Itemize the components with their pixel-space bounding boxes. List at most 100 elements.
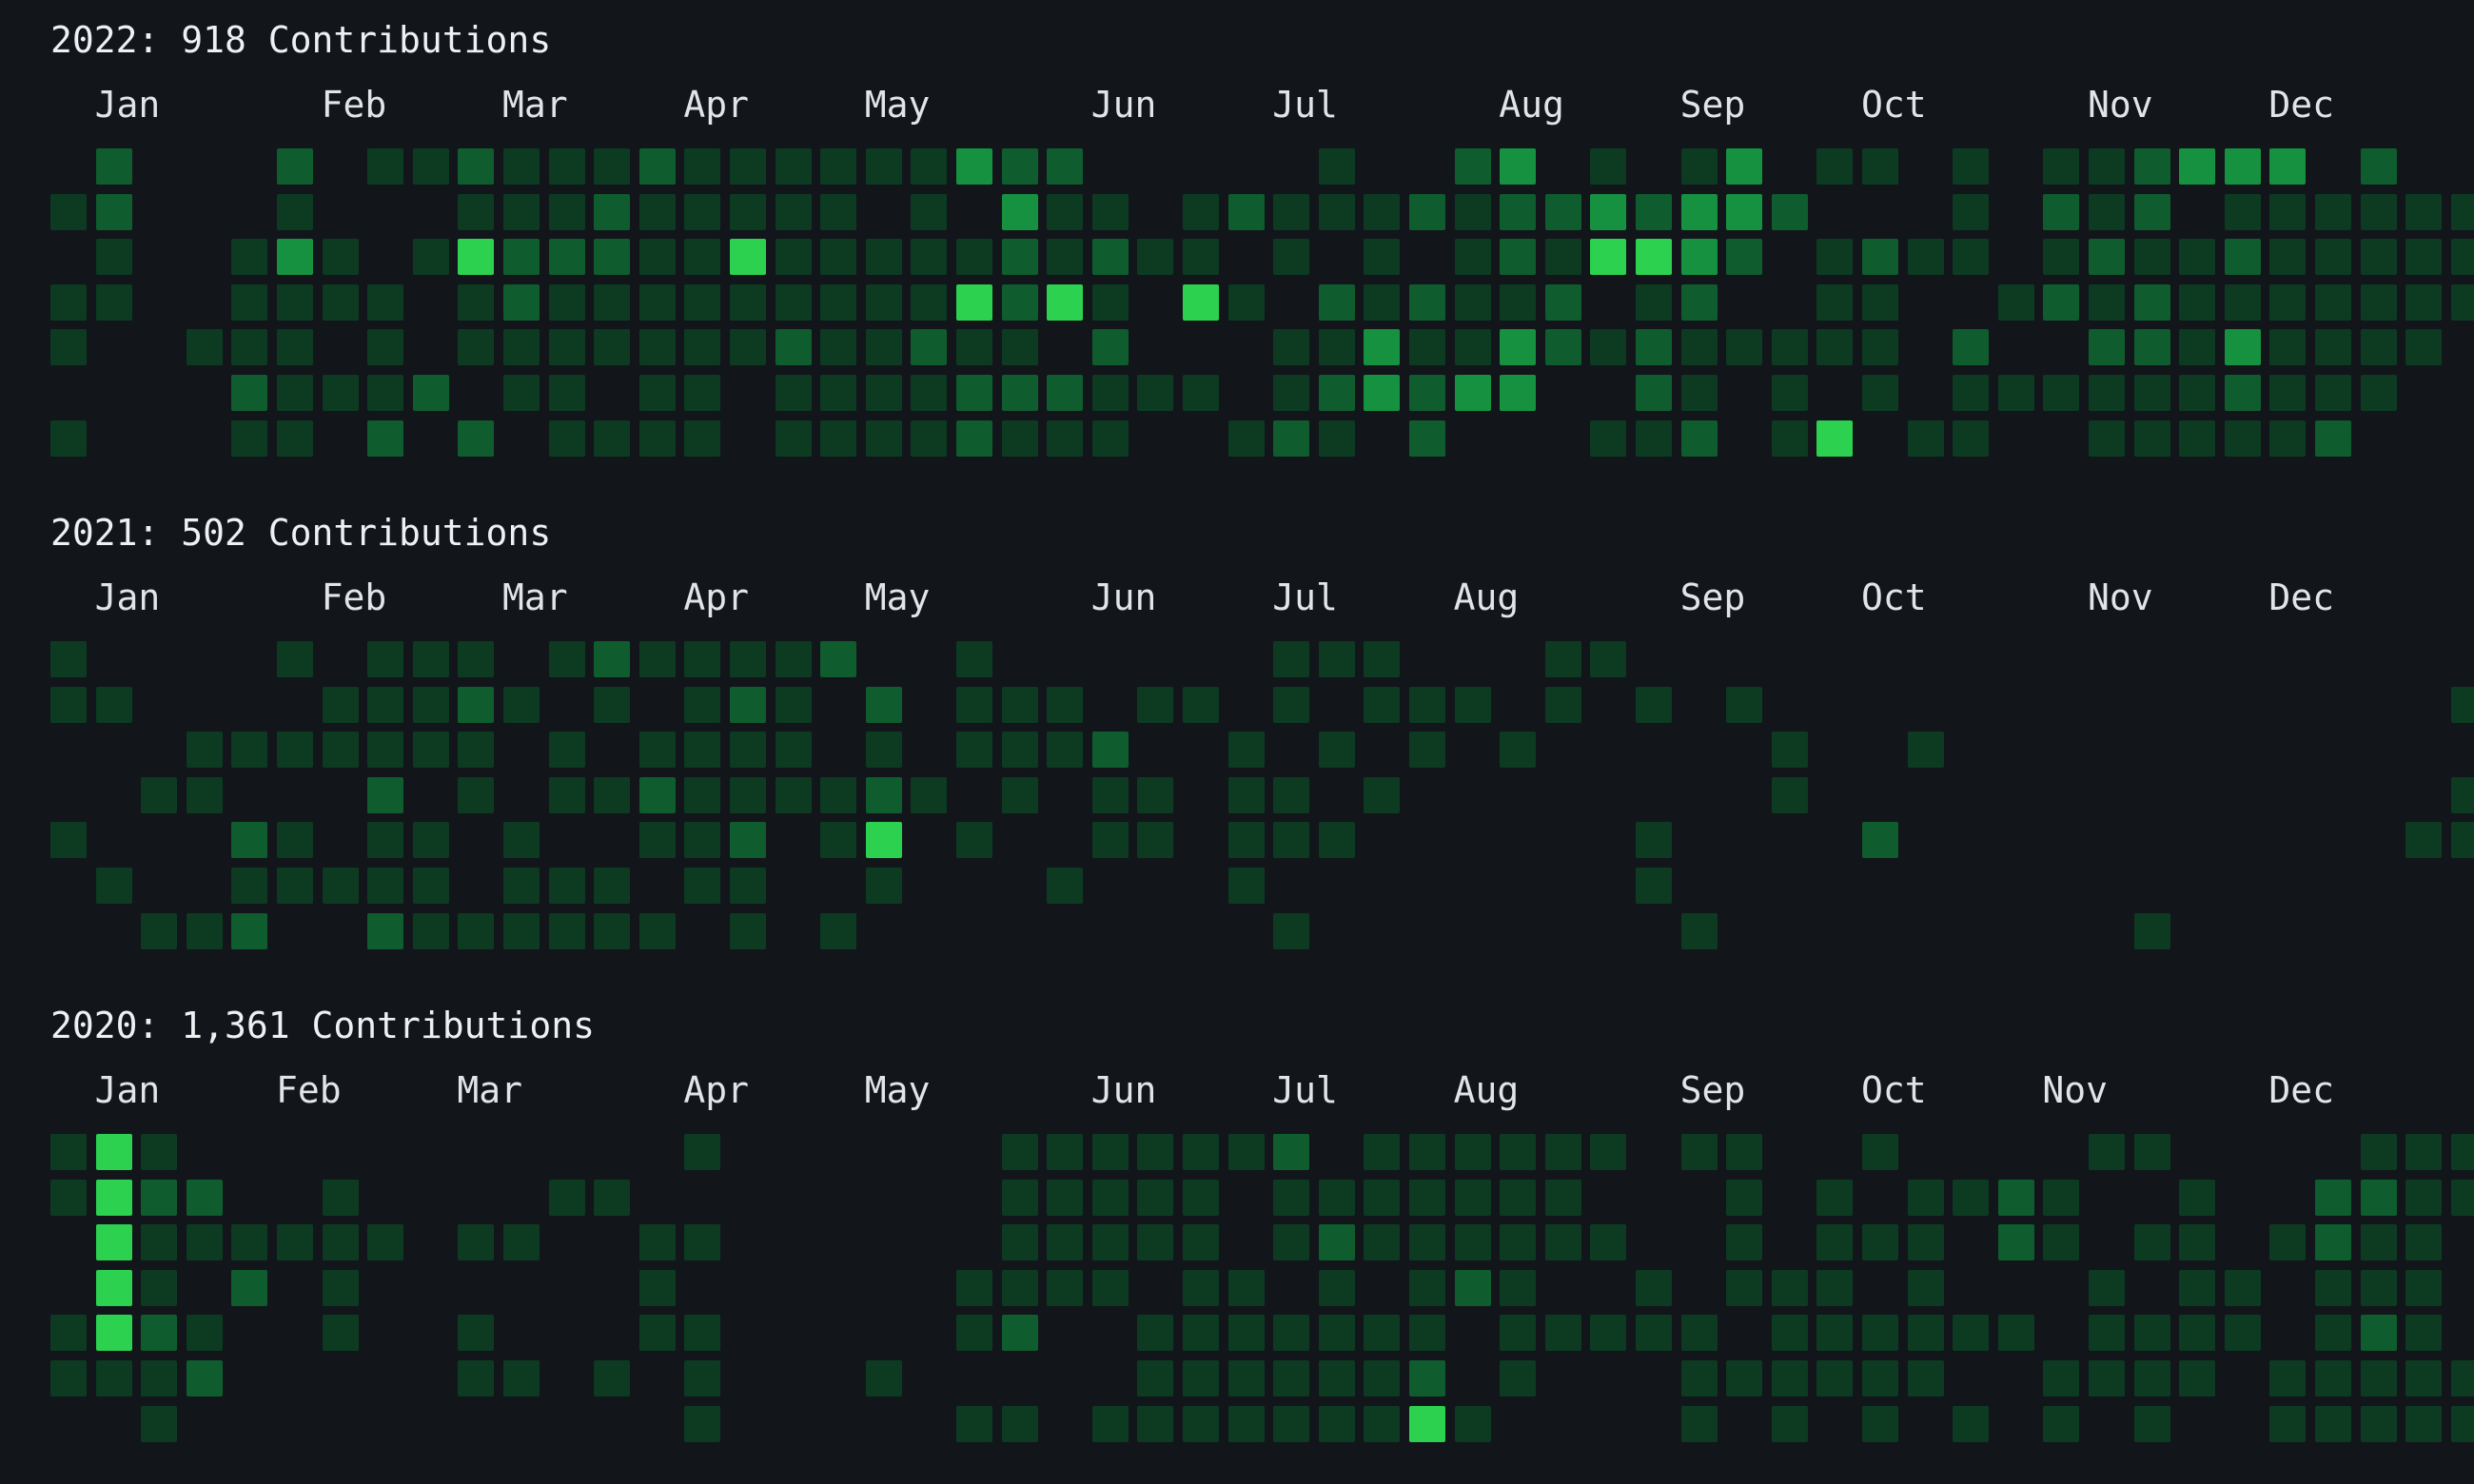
contribution-cell[interactable] xyxy=(367,868,403,904)
contribution-cell[interactable] xyxy=(639,1315,676,1351)
contribution-cell[interactable] xyxy=(1047,239,1083,275)
contribution-cell[interactable] xyxy=(1500,375,1536,411)
contribution-cell[interactable] xyxy=(1726,687,1762,723)
contribution-cell[interactable] xyxy=(1590,194,1626,230)
contribution-cell[interactable] xyxy=(1726,1134,1762,1170)
contribution-cell[interactable] xyxy=(1319,1270,1355,1306)
contribution-cell[interactable] xyxy=(1092,1180,1129,1216)
contribution-cell[interactable] xyxy=(413,148,449,185)
contribution-cell[interactable] xyxy=(2405,194,2442,230)
contribution-cell[interactable] xyxy=(776,284,812,321)
contribution-cell[interactable] xyxy=(231,913,267,949)
contribution-cell[interactable] xyxy=(956,375,992,411)
contribution-cell[interactable] xyxy=(141,1406,177,1442)
contribution-cell[interactable] xyxy=(1636,1270,1672,1306)
contribution-cell[interactable] xyxy=(2134,1315,2170,1351)
contribution-cell[interactable] xyxy=(458,284,494,321)
contribution-cell[interactable] xyxy=(2225,1315,2261,1351)
contribution-cell[interactable] xyxy=(549,194,585,230)
contribution-cell[interactable] xyxy=(458,913,494,949)
contribution-cell[interactable] xyxy=(2315,284,2351,321)
contribution-cell[interactable] xyxy=(1364,1134,1400,1170)
contribution-cell[interactable] xyxy=(1953,375,1989,411)
contribution-cell[interactable] xyxy=(323,1270,359,1306)
contribution-cell[interactable] xyxy=(50,822,87,858)
contribution-cell[interactable] xyxy=(594,777,630,813)
contribution-cell[interactable] xyxy=(1590,420,1626,457)
contribution-cell[interactable] xyxy=(2405,239,2442,275)
contribution-cell[interactable] xyxy=(1137,687,1173,723)
contribution-cell[interactable] xyxy=(96,1180,132,1216)
contribution-cell[interactable] xyxy=(1228,868,1265,904)
contribution-cell[interactable] xyxy=(639,148,676,185)
contribution-cell[interactable] xyxy=(231,284,267,321)
contribution-cell[interactable] xyxy=(2361,148,2397,185)
contribution-cell[interactable] xyxy=(2315,1180,2351,1216)
contribution-cell[interactable] xyxy=(1455,375,1491,411)
contribution-cell[interactable] xyxy=(730,194,766,230)
contribution-cell[interactable] xyxy=(956,822,992,858)
contribution-cell[interactable] xyxy=(1409,687,1445,723)
contribution-cell[interactable] xyxy=(50,1134,87,1170)
contribution-cell[interactable] xyxy=(1726,194,1762,230)
contribution-cell[interactable] xyxy=(277,239,313,275)
contribution-cell[interactable] xyxy=(503,239,540,275)
contribution-cell[interactable] xyxy=(1183,284,1219,321)
contribution-cell[interactable] xyxy=(1681,1315,1718,1351)
contribution-cell[interactable] xyxy=(1319,822,1355,858)
contribution-cell[interactable] xyxy=(2134,194,2170,230)
contribution-cell[interactable] xyxy=(1364,687,1400,723)
contribution-cell[interactable] xyxy=(2405,1406,2442,1442)
contribution-cell[interactable] xyxy=(776,239,812,275)
contribution-cell[interactable] xyxy=(820,822,856,858)
contribution-cell[interactable] xyxy=(1636,194,1672,230)
contribution-cell[interactable] xyxy=(2089,1360,2125,1396)
contribution-cell[interactable] xyxy=(1364,284,1400,321)
contribution-cell[interactable] xyxy=(1545,1224,1581,1260)
contribution-cell[interactable] xyxy=(2179,375,2215,411)
contribution-cell[interactable] xyxy=(503,868,540,904)
contribution-cell[interactable] xyxy=(277,284,313,321)
contribution-cell[interactable] xyxy=(96,1224,132,1260)
contribution-cell[interactable] xyxy=(1590,1315,1626,1351)
contribution-cell[interactable] xyxy=(684,868,720,904)
contribution-cell[interactable] xyxy=(594,148,630,185)
contribution-cell[interactable] xyxy=(141,1270,177,1306)
contribution-cell[interactable] xyxy=(2269,1360,2306,1396)
contribution-cell[interactable] xyxy=(911,375,947,411)
contribution-cell[interactable] xyxy=(1726,1224,1762,1260)
contribution-cell[interactable] xyxy=(2361,375,2397,411)
contribution-cell[interactable] xyxy=(2134,1360,2170,1396)
contribution-cell[interactable] xyxy=(1816,1360,1853,1396)
contribution-cell[interactable] xyxy=(1636,687,1672,723)
contribution-cell[interactable] xyxy=(231,732,267,768)
contribution-cell[interactable] xyxy=(323,1224,359,1260)
contribution-cell[interactable] xyxy=(1998,1224,2034,1260)
contribution-cell[interactable] xyxy=(277,420,313,457)
contribution-cell[interactable] xyxy=(1590,329,1626,365)
contribution-cell[interactable] xyxy=(1137,1360,1173,1396)
contribution-cell[interactable] xyxy=(639,641,676,677)
contribution-cell[interactable] xyxy=(367,329,403,365)
contribution-cell[interactable] xyxy=(549,868,585,904)
contribution-cell[interactable] xyxy=(96,1270,132,1306)
contribution-cell[interactable] xyxy=(231,329,267,365)
contribution-cell[interactable] xyxy=(1862,1315,1898,1351)
contribution-cell[interactable] xyxy=(956,1315,992,1351)
contribution-cell[interactable] xyxy=(1228,420,1265,457)
contribution-cell[interactable] xyxy=(413,375,449,411)
contribution-cell[interactable] xyxy=(2134,1224,2170,1260)
contribution-cell[interactable] xyxy=(2179,1224,2215,1260)
contribution-cell[interactable] xyxy=(2315,194,2351,230)
contribution-cell[interactable] xyxy=(1319,732,1355,768)
contribution-cell[interactable] xyxy=(2405,1360,2442,1396)
contribution-cell[interactable] xyxy=(1319,284,1355,321)
contribution-cell[interactable] xyxy=(1273,641,1309,677)
contribution-cell[interactable] xyxy=(1636,868,1672,904)
contribution-cell[interactable] xyxy=(1500,732,1536,768)
contribution-cell[interactable] xyxy=(1545,329,1581,365)
contribution-cell[interactable] xyxy=(2134,420,2170,457)
contribution-cell[interactable] xyxy=(277,194,313,230)
contribution-cell[interactable] xyxy=(1816,1270,1853,1306)
contribution-cell[interactable] xyxy=(323,732,359,768)
